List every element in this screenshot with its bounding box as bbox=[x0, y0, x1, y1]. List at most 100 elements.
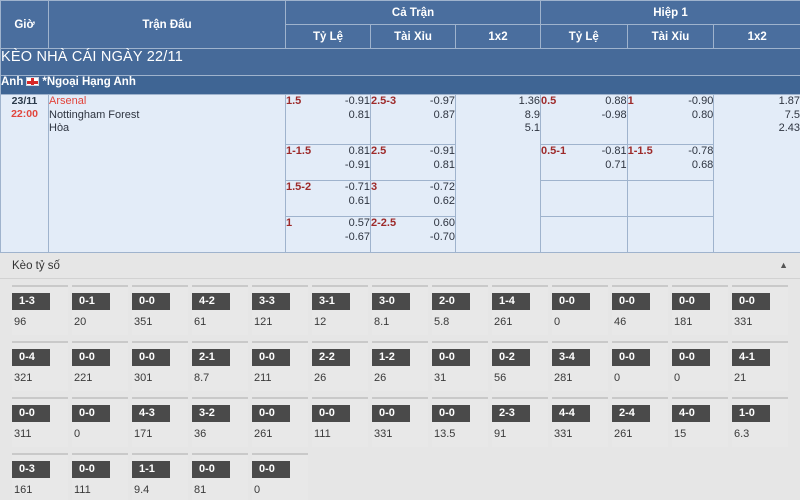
score-cell[interactable]: 4-3 171 bbox=[132, 397, 188, 447]
score-cell[interactable]: 0-0 331 bbox=[372, 397, 428, 447]
score-cell[interactable]: 3-2 36 bbox=[192, 397, 248, 447]
overunder-line: 2.5-3 bbox=[371, 95, 397, 107]
score-odd-value: 331 bbox=[374, 428, 393, 440]
score-chip: 4-1 bbox=[732, 349, 770, 366]
league-header[interactable]: Anh *Ngoại Hạng Anh bbox=[0, 75, 800, 95]
cell-h1-handicap-3[interactable] bbox=[540, 180, 628, 217]
score-chip: 2-2 bbox=[312, 349, 350, 366]
cell-h1-1x2[interactable]: 1.87 7.5 2.43 bbox=[713, 94, 800, 253]
score-cell[interactable]: 0-0 0 bbox=[612, 341, 668, 391]
score-cell[interactable]: 0-0 221 bbox=[72, 341, 128, 391]
score-cell[interactable]: 0-0 301 bbox=[132, 341, 188, 391]
score-cell[interactable]: 2-4 261 bbox=[612, 397, 668, 447]
score-chip: 0-0 bbox=[672, 293, 710, 310]
score-cell[interactable]: 0-0 311 bbox=[12, 397, 68, 447]
team-draw[interactable]: Hòa bbox=[49, 122, 70, 134]
score-cell[interactable]: 0-0 31 bbox=[432, 341, 488, 391]
score-cell[interactable]: 0-0 331 bbox=[732, 285, 788, 335]
cell-ft-handicap-4[interactable]: 1 0.57 -0.67 bbox=[285, 216, 371, 253]
score-cell[interactable]: 3-1 12 bbox=[312, 285, 368, 335]
x12-home: 1.36 bbox=[518, 95, 540, 107]
score-cell[interactable]: 2-2 26 bbox=[312, 341, 368, 391]
score-cell[interactable]: 0-0 111 bbox=[312, 397, 368, 447]
overunder-line: 1-1.5 bbox=[627, 145, 653, 157]
score-cell[interactable]: 0-0 111 bbox=[72, 453, 128, 500]
score-cell[interactable]: 0-0 13.5 bbox=[432, 397, 488, 447]
score-cell[interactable]: 3-4 281 bbox=[552, 341, 608, 391]
score-cell[interactable]: 1-0 6.3 bbox=[732, 397, 788, 447]
score-odd-value: 13.5 bbox=[434, 428, 456, 440]
league-row: Anh *Ngoại Hạng Anh bbox=[0, 75, 800, 95]
score-cell[interactable]: 4-0 15 bbox=[672, 397, 728, 447]
score-chip: 0-3 bbox=[12, 461, 50, 478]
odd-value-bottom: 0.81 bbox=[348, 108, 370, 121]
score-cell[interactable]: 3-3 121 bbox=[252, 285, 308, 335]
cell-h1-handicap-4[interactable] bbox=[540, 216, 628, 253]
score-cell[interactable]: 4-2 61 bbox=[192, 285, 248, 335]
score-cell[interactable]: 0-0 0 bbox=[552, 285, 608, 335]
odd-value-top: 0.81 bbox=[348, 145, 370, 157]
cell-h1-overunder-3[interactable] bbox=[626, 180, 715, 217]
score-cell[interactable]: 0-2 56 bbox=[492, 341, 548, 391]
score-cell[interactable]: 0-0 181 bbox=[672, 285, 728, 335]
england-flag-icon bbox=[26, 77, 40, 86]
score-cell[interactable]: 0-0 46 bbox=[612, 285, 668, 335]
cell-h1-overunder-1[interactable]: 1 -0.90 0.80 bbox=[626, 94, 715, 145]
cell-ft-overunder-3[interactable]: 3 -0.72 0.62 bbox=[370, 180, 456, 217]
score-cell[interactable]: 0-1 20 bbox=[72, 285, 128, 335]
score-cell[interactable]: 3-0 8.1 bbox=[372, 285, 428, 335]
match-row-3: 1.5-2 -0.71 0.61 3 -0.72 0.62 bbox=[1, 180, 800, 217]
cell-h1-overunder-4[interactable] bbox=[626, 216, 715, 253]
score-cell[interactable]: 4-4 331 bbox=[552, 397, 608, 447]
score-cell[interactable]: 0-0 211 bbox=[252, 341, 308, 391]
score-odd-value: 20 bbox=[74, 316, 87, 328]
score-cell[interactable]: 2-3 91 bbox=[492, 397, 548, 447]
cell-ft-handicap-1[interactable]: 1.5 -0.91 0.81 bbox=[285, 94, 371, 145]
score-cell[interactable]: 0-0 261 bbox=[252, 397, 308, 447]
score-odd-value: 261 bbox=[614, 428, 633, 440]
score-cell[interactable]: 1-1 9.4 bbox=[132, 453, 188, 500]
score-cell[interactable]: 0-3 161 bbox=[12, 453, 68, 500]
score-cell[interactable]: 0-4 321 bbox=[12, 341, 68, 391]
score-chip: 2-4 bbox=[612, 405, 650, 422]
score-cell[interactable]: 0-0 0 bbox=[252, 453, 308, 500]
score-cell-empty bbox=[312, 453, 368, 500]
odds-table-body: KÈO NHÀ CÁI NGÀY 22/11 Anh *Ngoại Hạng An… bbox=[0, 48, 800, 253]
score-cell[interactable]: 2-1 8.7 bbox=[192, 341, 248, 391]
score-cell[interactable]: 0-0 351 bbox=[132, 285, 188, 335]
team-away[interactable]: Nottingham Forest bbox=[49, 108, 140, 121]
match-time-cell: 23/11 22:00 bbox=[0, 94, 49, 253]
correct-score-header[interactable]: Kèo tỷ số ▲ bbox=[0, 253, 800, 279]
score-cell[interactable]: 0-0 0 bbox=[72, 397, 128, 447]
score-cell[interactable]: 1-4 261 bbox=[492, 285, 548, 335]
score-chip: 3-1 bbox=[312, 293, 350, 310]
cell-ft-overunder-2[interactable]: 2.5 -0.91 0.81 bbox=[370, 144, 456, 181]
score-odd-value: 96 bbox=[14, 316, 27, 328]
score-cell[interactable]: 0-0 81 bbox=[192, 453, 248, 500]
score-cell[interactable]: 0-0 0 bbox=[672, 341, 728, 391]
score-cell[interactable]: 1-2 26 bbox=[372, 341, 428, 391]
score-odd-value: 171 bbox=[134, 428, 153, 440]
team-home[interactable]: Arsenal bbox=[49, 95, 87, 107]
caret-up-icon[interactable]: ▲ bbox=[779, 260, 788, 270]
cell-h1-overunder-2[interactable]: 1-1.5 -0.78 0.68 bbox=[626, 144, 715, 181]
score-chip: 0-0 bbox=[612, 349, 650, 366]
score-chip: 0-0 bbox=[252, 349, 290, 366]
score-cell[interactable]: 4-1 21 bbox=[732, 341, 788, 391]
cell-h1-handicap-1[interactable]: 0.5 0.88 -0.98 bbox=[540, 94, 628, 145]
score-chip: 0-0 bbox=[192, 461, 230, 478]
odd-value-bottom: 0.71 bbox=[605, 158, 627, 171]
cell-h1-handicap-2[interactable]: 0.5-1 -0.81 0.71 bbox=[540, 144, 628, 181]
score-cell[interactable]: 1-3 96 bbox=[12, 285, 68, 335]
cell-ft-overunder-1[interactable]: 2.5-3 -0.97 0.87 bbox=[370, 94, 456, 145]
score-odd-value: 61 bbox=[194, 316, 207, 328]
score-cell[interactable]: 2-0 5.8 bbox=[432, 285, 488, 335]
match-row-4: 1 0.57 -0.67 2-2.5 0.60 -0.70 bbox=[1, 216, 800, 253]
cell-ft-handicap-3[interactable]: 1.5-2 -0.71 0.61 bbox=[285, 180, 371, 217]
cell-ft-handicap-2[interactable]: 1-1.5 0.81 -0.91 bbox=[285, 144, 371, 181]
cell-ft-1x2[interactable]: 1.36 8.9 5.1 bbox=[455, 94, 541, 253]
cell-ft-overunder-4[interactable]: 2-2.5 0.60 -0.70 bbox=[370, 216, 456, 253]
score-odd-value: 121 bbox=[254, 316, 273, 328]
column-header-h1-1x2: 1x2 bbox=[713, 24, 800, 49]
score-odd-value: 0 bbox=[674, 372, 681, 384]
